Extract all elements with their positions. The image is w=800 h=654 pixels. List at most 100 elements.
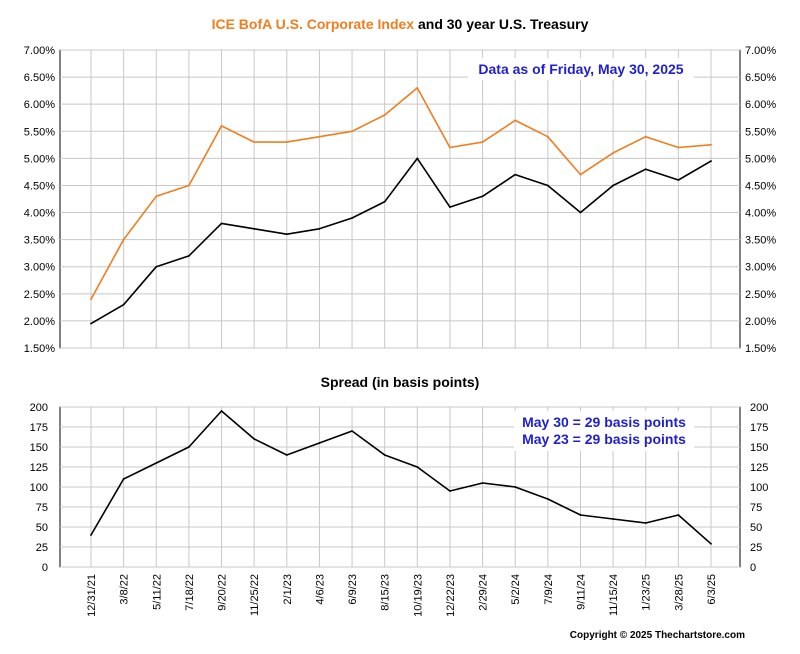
- bottom-y-tick-label: 75: [750, 502, 762, 514]
- top-y-tick-label: 2.00%: [745, 316, 776, 328]
- bottom-y-tick-label: 125: [750, 462, 768, 474]
- x-tick-label: 7/18/22: [184, 574, 196, 611]
- bottom-y-ticks-left: 0 25 50 75 100 125 150 175 200: [30, 402, 48, 574]
- x-tick-label: 6/3/25: [706, 574, 718, 605]
- bottom-y-ticks-right: 0 25 50 75 100 125 150 175 200: [750, 402, 768, 574]
- top-y-tick-label: 4.00%: [24, 208, 55, 220]
- corporate-index-point: [612, 152, 615, 154]
- top-y-tick-label: 7.00%: [745, 45, 776, 57]
- x-tick-label: 12/22/23: [445, 574, 457, 617]
- top-y-tick-label: 3.00%: [24, 262, 55, 274]
- bottom-y-tick-label: 200: [750, 402, 768, 414]
- top-annotation-box: [468, 58, 694, 80]
- bottom-y-tick-label: 150: [750, 442, 768, 454]
- copyright-text: Copyright © 2025 Thechartstore.com: [570, 630, 745, 641]
- spread-point: [383, 454, 386, 456]
- x-tick-label: 1/23/25: [641, 574, 653, 611]
- x-tick-label: 7/9/24: [543, 574, 555, 605]
- corporate-index-point: [416, 87, 419, 89]
- corporate-index-point: [481, 141, 484, 144]
- top-y-ticks-right: 1.50% 2.00% 2.50% 3.00% 3.50% 4.00% 4.50% 5.00%…: [745, 45, 776, 355]
- top-y-tick-label: 5.00%: [24, 153, 55, 165]
- x-tick-label: 5/11/22: [151, 574, 163, 610]
- top-y-tick-label: 3.50%: [745, 235, 776, 247]
- treasury-30yr-point: [187, 254, 190, 257]
- corporate-index-point: [579, 173, 582, 176]
- bottom-y-tick-label: 125: [30, 462, 48, 474]
- treasury-30yr-point: [383, 200, 386, 203]
- spread-line: [90, 410, 712, 545]
- treasury-30yr-point: [677, 179, 680, 181]
- treasury-30yr-point: [285, 233, 288, 236]
- spread-point: [710, 542, 712, 545]
- top-y-tick-label: 3.50%: [24, 235, 55, 247]
- treasury-30yr-point: [449, 206, 451, 209]
- treasury-30yr-point: [644, 168, 647, 171]
- x-tick-label: 6/9/23: [347, 574, 359, 605]
- top-y-tick-label: 6.00%: [745, 99, 776, 111]
- spread-point: [285, 454, 288, 456]
- x-tick-label: 12/31/21: [86, 574, 98, 617]
- corporate-index-point: [644, 135, 647, 138]
- top-plot-area: [59, 49, 741, 349]
- corporate-index-point: [351, 130, 353, 133]
- x-tick-label: 8/15/23: [380, 574, 392, 611]
- bottom-y-tick-label: 100: [30, 482, 48, 494]
- top-y-tick-label: 1.50%: [745, 343, 776, 355]
- spread-point: [416, 466, 419, 468]
- bottom-lines: [90, 410, 712, 545]
- top-y-tick-label: 4.50%: [24, 180, 55, 192]
- treasury-30yr-point: [90, 322, 92, 325]
- corporate-index-point: [90, 298, 92, 301]
- corporate-index-line: [90, 87, 712, 300]
- x-tick-label: 9/20/22: [217, 574, 229, 611]
- bottom-chart-title: Spread (in basis points): [321, 374, 480, 390]
- spread-point: [253, 438, 256, 440]
- x-tick-label: 9/11/24: [575, 574, 587, 610]
- bottom-annotation-2: May 23 = 29 basis points: [522, 431, 686, 447]
- corporate-index-point: [187, 184, 190, 187]
- treasury-30yr-point: [220, 222, 223, 225]
- x-tick-label: 3/28/25: [673, 574, 685, 611]
- bottom-y-tick-label: 50: [36, 522, 48, 534]
- top-y-tick-label: 4.50%: [745, 180, 776, 192]
- treasury-30yr-point: [612, 184, 615, 187]
- top-y-tick-label: 5.00%: [745, 153, 776, 165]
- x-tick-label: 11/15/24: [608, 574, 620, 616]
- x-tick-labels: 12/31/21 3/8/22 5/11/22 7/18/22 9/20/22 11/25…: [86, 574, 718, 617]
- spread-point: [90, 534, 92, 536]
- corporate-index-point: [155, 195, 158, 198]
- corporate-index-point: [285, 141, 288, 144]
- corporate-index-point: [677, 146, 680, 149]
- top-annotation: Data as of Friday, May 30, 2025: [478, 61, 683, 77]
- x-tick-label: 5/2/24: [510, 574, 522, 605]
- spread-point: [122, 478, 125, 480]
- corporate-index-point: [318, 135, 321, 138]
- bottom-y-tick-label: 100: [750, 482, 768, 494]
- spread-point: [155, 462, 158, 464]
- x-tick-label: 10/19/23: [412, 574, 424, 617]
- treasury-30yr-point: [514, 173, 517, 176]
- bottom-y-tick-label: 150: [30, 442, 48, 454]
- spread-point: [514, 486, 517, 488]
- bottom-y-tick-label: 175: [750, 422, 768, 434]
- corporate-index-point: [449, 146, 451, 149]
- corporate-index-point: [383, 114, 386, 116]
- top-y-tick-label: 6.00%: [24, 99, 55, 111]
- spread-point: [677, 514, 680, 516]
- bottom-annotation-box: [514, 411, 694, 451]
- x-tick-label: 11/25/22: [249, 574, 261, 616]
- top-chart-title: ICE BofA U.S. Corporate Index and 30 yea…: [212, 16, 589, 32]
- top-grid: [60, 49, 740, 349]
- spread-point: [546, 498, 549, 500]
- treasury-30yr-point: [546, 184, 549, 187]
- spread-point: [644, 522, 647, 524]
- treasury-30yr-point: [710, 160, 712, 162]
- bottom-y-tick-label: 0: [750, 562, 756, 574]
- top-y-tick-label: 1.50%: [24, 343, 55, 355]
- top-y-tick-label: 2.50%: [745, 289, 776, 301]
- corporate-index-point: [546, 135, 549, 138]
- treasury-30yr-point: [481, 195, 484, 198]
